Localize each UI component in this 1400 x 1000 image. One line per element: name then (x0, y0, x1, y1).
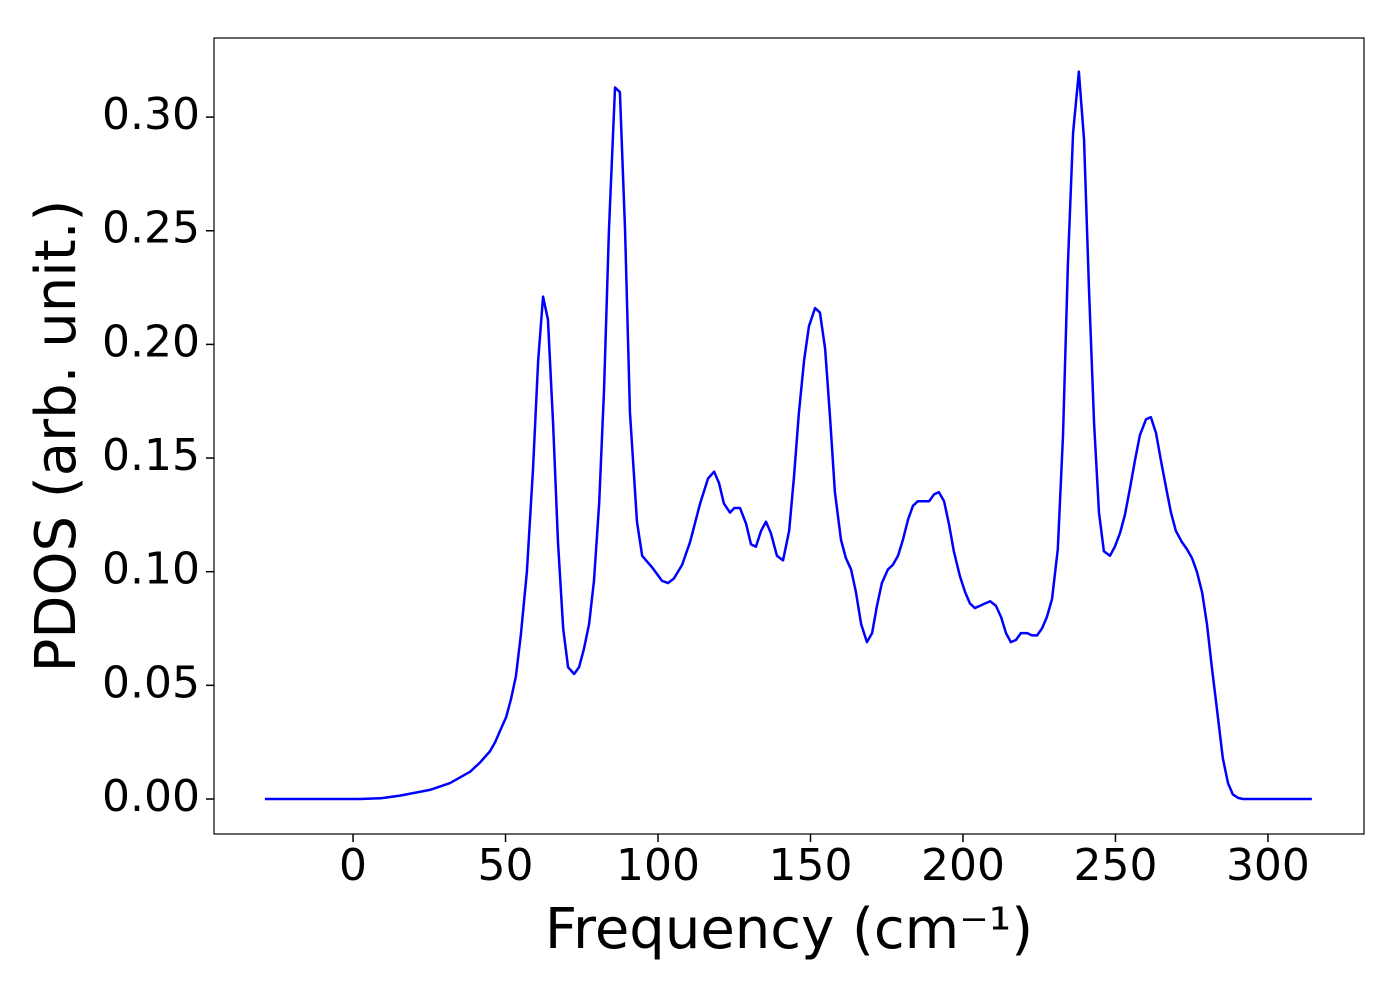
x-tick-label: 300 (1226, 840, 1310, 891)
y-tick-label: 0.00 (102, 771, 200, 822)
y-tick-label: 0.15 (102, 430, 200, 481)
x-tick-label: 0 (339, 840, 367, 891)
x-tick-label: 100 (616, 840, 700, 891)
x-tick-label: 250 (1073, 840, 1157, 891)
y-tick-label: 0.25 (102, 203, 200, 254)
x-tick-label: 50 (478, 840, 534, 891)
y-axis-label: PDOS (arb. unit.) (24, 200, 89, 673)
y-tick-label: 0.30 (102, 89, 200, 140)
plot-frame (213, 37, 1365, 835)
y-tick-label: 0.10 (102, 544, 200, 595)
x-axis-label: Frequency (cm⁻¹) (545, 897, 1033, 962)
x-tick-label: 200 (921, 840, 1005, 891)
y-tick-label: 0.05 (102, 657, 200, 708)
y-tick-label: 0.20 (102, 316, 200, 367)
x-tick-label: 150 (769, 840, 853, 891)
data-line (264, 70, 1312, 801)
